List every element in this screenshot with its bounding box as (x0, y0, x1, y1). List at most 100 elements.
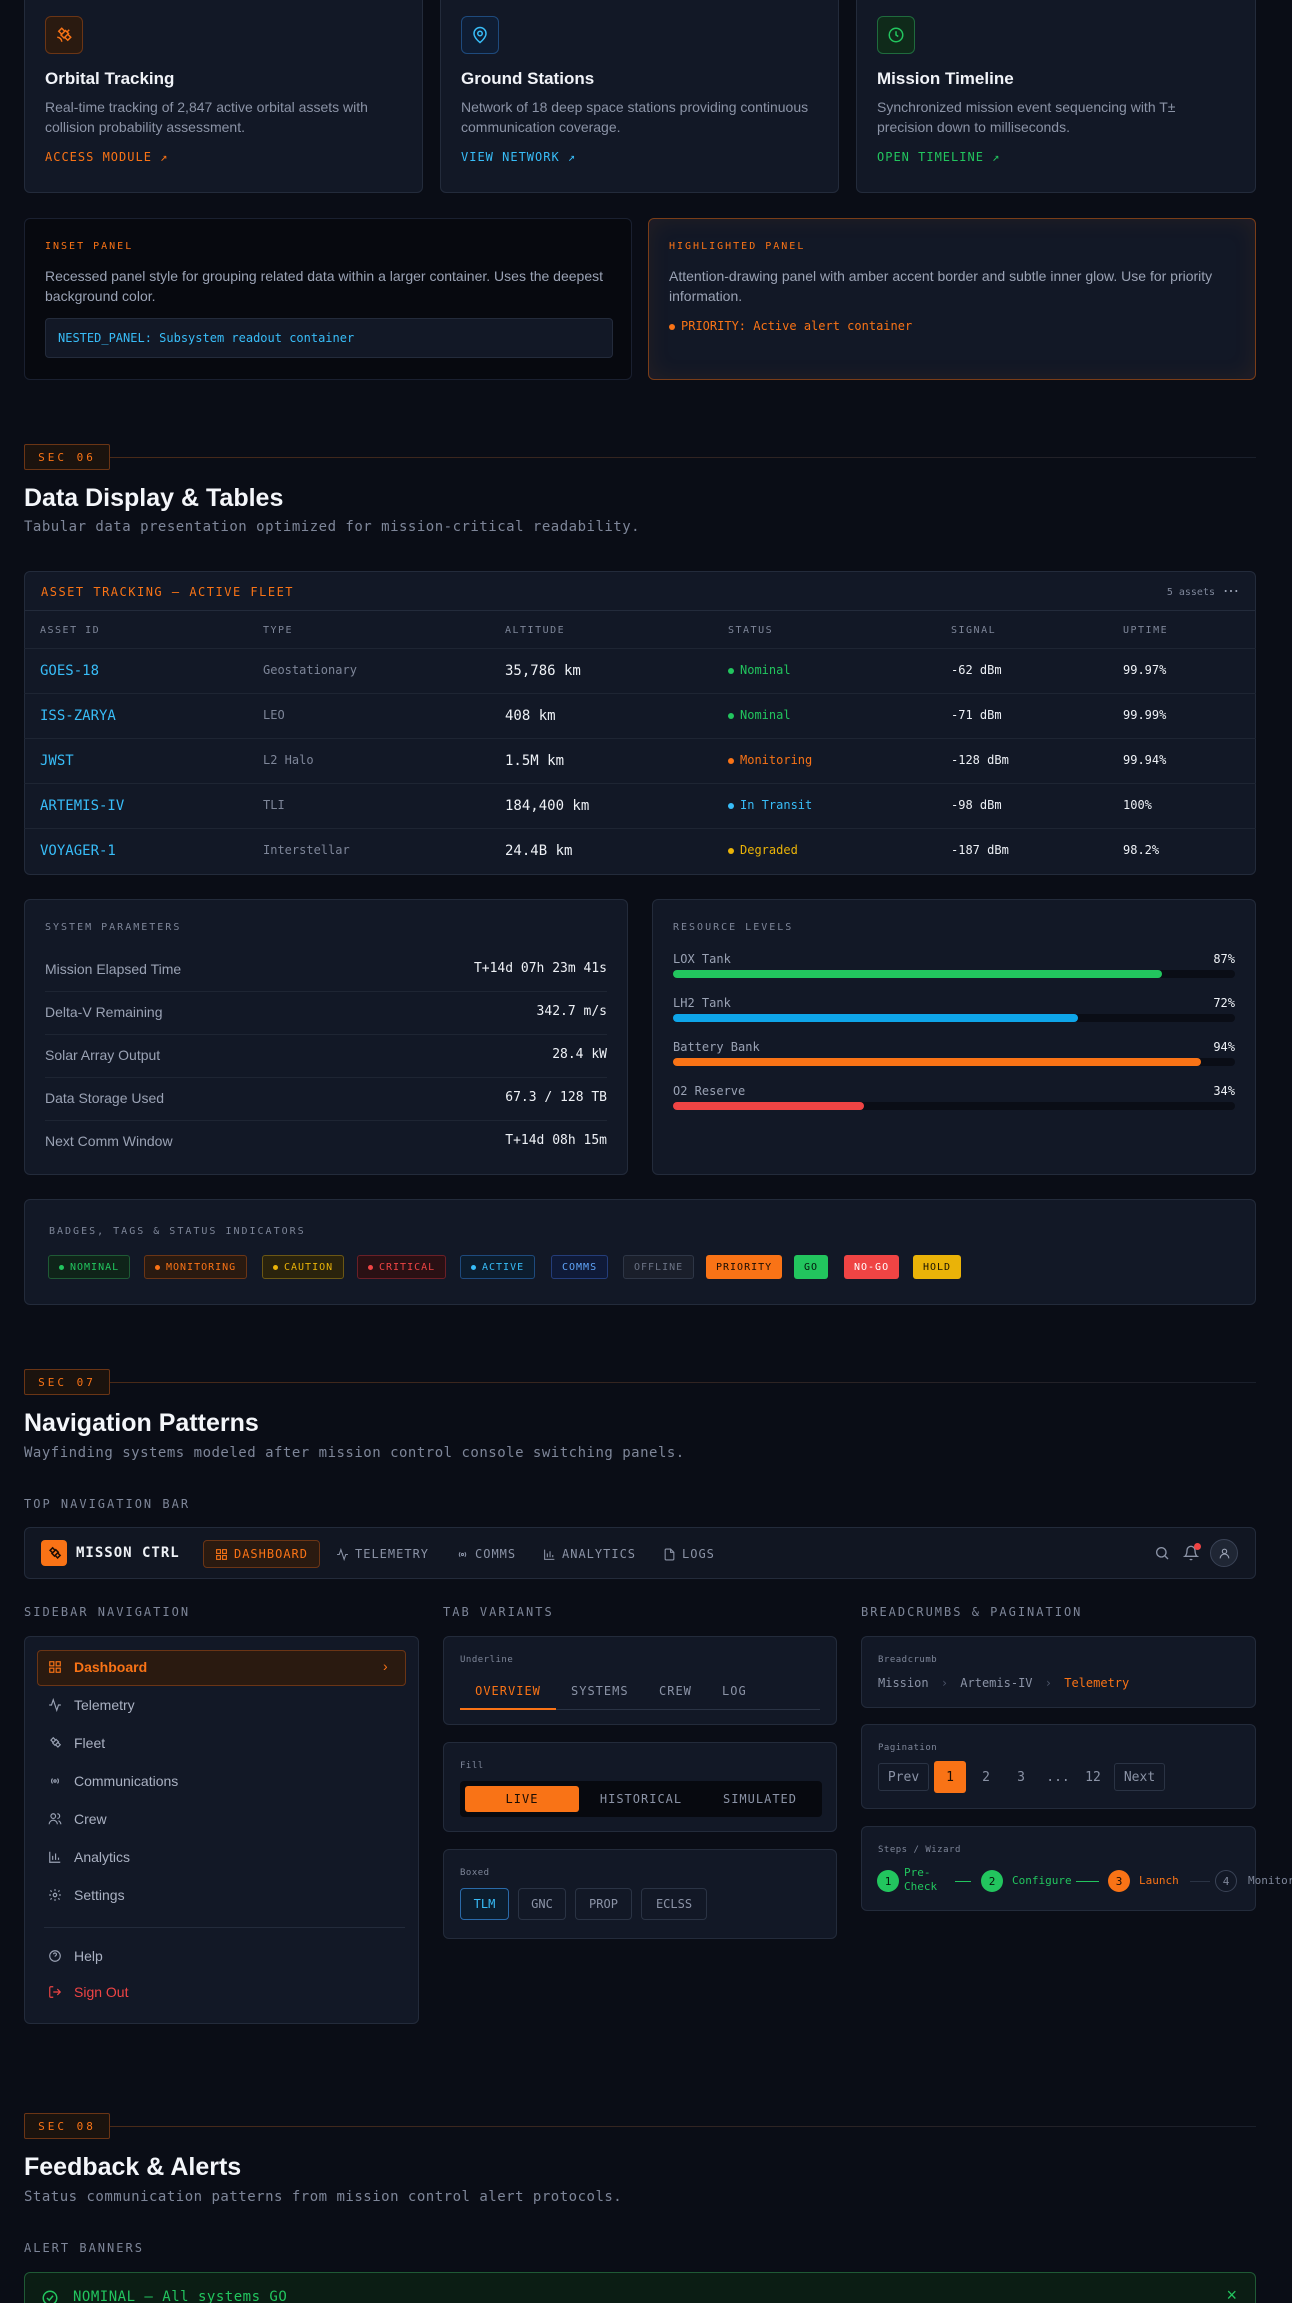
sidebar-item-analytics[interactable]: Analytics (48, 1849, 130, 1865)
nav-telemetry[interactable]: TELEMETRY (336, 1540, 429, 1568)
pagination-page-1[interactable]: 1 (934, 1761, 966, 1793)
badge-no-go: NO-GO (844, 1255, 900, 1279)
badge-monitoring: MONITORING (144, 1255, 248, 1279)
tab-crew[interactable]: CREW (659, 1684, 692, 1698)
nav-logs[interactable]: LOGS (663, 1540, 715, 1568)
parameter-value: 342.7 m/s (536, 1004, 607, 1019)
tab-log[interactable]: LOG (722, 1684, 747, 1698)
table-row[interactable]: VOYAGER-1 Interstellar 24.4B km Degraded -18… (24, 828, 1256, 873)
asset-status: Degraded (728, 843, 798, 857)
pagination-page-2[interactable]: 2 (982, 1769, 990, 1785)
col-header-type[interactable]: TYPE (263, 625, 294, 636)
tab-gnc[interactable]: GNC (518, 1888, 566, 1920)
parameter-row: Mission Elapsed Time T+14d 07h 23m 41s (45, 949, 607, 992)
asset-id[interactable]: ARTEMIS-IV (40, 798, 125, 814)
fill-tabs-card: Fill LIVE HISTORICAL SIMULATED (443, 1742, 837, 1832)
asset-status: Nominal (728, 708, 791, 722)
parameter-label: Mission Elapsed Time (45, 961, 182, 977)
breadcrumb-mission[interactable]: Mission (878, 1676, 929, 1690)
brand-logo-icon[interactable] (41, 1540, 67, 1566)
card-title: Orbital Tracking (45, 69, 175, 88)
col-header-altitude[interactable]: ALTITUDE (505, 625, 566, 636)
inset-panel-label: INSET PANEL (45, 241, 134, 252)
breadcrumb-artemis[interactable]: Artemis-IV (960, 1676, 1033, 1690)
section-subtitle: Wayfinding systems modeled after mission… (24, 1445, 685, 1461)
bar-chart-icon (544, 1549, 555, 1560)
table-row[interactable]: ISS-ZARYA LEO 408 km Nominal -71 dBm 99.99% (24, 693, 1256, 738)
alert-title: NOMINAL — All systems GO (73, 2289, 288, 2303)
pagination-ellipsis: ... (1046, 1769, 1070, 1785)
sidebar-item-communications[interactable]: Communications (48, 1773, 178, 1789)
users-icon (48, 1812, 64, 1826)
satellite-icon (48, 1736, 64, 1750)
asset-id[interactable]: ISS-ZARYA (40, 708, 116, 724)
nested-panel: NESTED_PANEL: Subsystem readout containe… (45, 318, 613, 358)
parameter-value: T+14d 07h 23m 41s (473, 961, 607, 976)
sidebar-item-help[interactable]: Help (48, 1948, 103, 1964)
tab-live[interactable]: LIVE (465, 1786, 579, 1812)
pagination-page-3[interactable]: 3 (1017, 1769, 1025, 1785)
notification-dot (1194, 1543, 1201, 1550)
col-header-asset-id[interactable]: ASSET ID (40, 625, 101, 636)
table-row[interactable]: ARTEMIS-IV TLI 184,400 km In Transit -98 dBm… (24, 783, 1256, 828)
asset-id[interactable]: VOYAGER-1 (40, 843, 116, 859)
asset-id[interactable]: JWST (40, 753, 74, 769)
tab-eclss[interactable]: ECLSS (641, 1888, 707, 1920)
activity-icon (48, 1698, 64, 1712)
col-header-uptime[interactable]: UPTIME (1123, 625, 1169, 636)
inset-panel: INSET PANEL Recessed panel style for gro… (24, 218, 632, 380)
tab-tlm[interactable]: TLM (460, 1888, 509, 1920)
user-avatar[interactable] (1210, 1539, 1238, 1567)
priority-dot (669, 323, 675, 330)
grid-icon (216, 1548, 227, 1560)
brand-name[interactable]: MISSON CTRL (76, 1545, 180, 1561)
map-pin-icon (461, 16, 499, 54)
view-network-link[interactable]: VIEW NETWORK ↗ (461, 150, 577, 164)
resource-bar-track (673, 1058, 1235, 1066)
tab-historical[interactable]: HISTORICAL (599, 1792, 683, 1806)
nav-dashboard[interactable]: DASHBOARD (203, 1540, 320, 1568)
tab-systems[interactable]: SYSTEMS (571, 1684, 629, 1698)
resource-bar-fill (673, 1014, 1078, 1022)
broadcast-icon (48, 1774, 64, 1788)
table-row[interactable]: GOES-18 Geostationary 35,786 km Nominal -62 … (24, 648, 1256, 693)
resource-bar-fill (673, 1102, 865, 1110)
more-options-icon[interactable]: ⋯ (1223, 583, 1239, 600)
sidebar-item-dashboard[interactable] (37, 1650, 406, 1686)
nav-analytics[interactable]: ANALYTICS (543, 1540, 636, 1568)
close-icon[interactable]: × (1226, 2285, 1237, 2303)
table-row[interactable]: JWST L2 Halo 1.5M km Monitoring -128 dBm 99.9… (24, 738, 1256, 783)
bell-icon[interactable] (1182, 1543, 1201, 1566)
asset-id[interactable]: GOES-18 (40, 663, 100, 679)
col-header-status[interactable]: STATUS (728, 625, 774, 636)
open-timeline-link[interactable]: OPEN TIMELINE ↗ (877, 150, 1001, 164)
priority-line: PRIORITY: Active alert container (669, 319, 912, 333)
sidebar-item-telemetry[interactable]: Telemetry (48, 1697, 135, 1713)
pagination-page-12[interactable]: 12 (1085, 1769, 1101, 1785)
parameter-row: Delta-V Remaining 342.7 m/s (45, 992, 607, 1035)
tab-simulated[interactable]: SIMULATED (722, 1792, 798, 1806)
status-dot (728, 757, 734, 764)
access-module-link[interactable]: ACCESS MODULE ↗ (45, 150, 169, 164)
nav-comms[interactable]: COMMS (456, 1540, 516, 1568)
check-circle-icon (41, 2289, 59, 2303)
tab-prop[interactable]: PROP (575, 1888, 632, 1920)
col-header-signal[interactable]: SIGNAL (951, 625, 997, 636)
breadcrumb-card: Breadcrumb Mission › Artemis-IV › Teleme… (861, 1636, 1256, 1708)
pagination-prev[interactable]: Prev (878, 1763, 929, 1791)
breadcrumb: Mission › Artemis-IV › Telemetry (878, 1676, 1129, 1690)
search-icon[interactable] (1154, 1545, 1170, 1566)
sidebar-item-settings[interactable]: Settings (48, 1887, 125, 1903)
module-card-ground-stations: Ground Stations Network of 18 deep space… (440, 0, 839, 193)
tab-overview[interactable]: OVERVIEW (460, 1684, 556, 1710)
status-text: Monitoring (740, 753, 813, 767)
status-dot (728, 667, 734, 674)
sidebar-item-sign-out[interactable]: Sign Out (48, 1984, 128, 2000)
sidebar-item-fleet[interactable]: Fleet (48, 1735, 105, 1751)
sidebar-item-crew[interactable]: Crew (48, 1811, 107, 1827)
table-title: ASSET TRACKING — ACTIVE FLEET (41, 585, 295, 599)
pagination-card: Pagination (861, 1724, 1256, 1809)
section-badge: SEC 07 (24, 1369, 110, 1395)
badge-hold: HOLD (913, 1255, 962, 1279)
pagination-next[interactable]: Next (1114, 1763, 1165, 1791)
